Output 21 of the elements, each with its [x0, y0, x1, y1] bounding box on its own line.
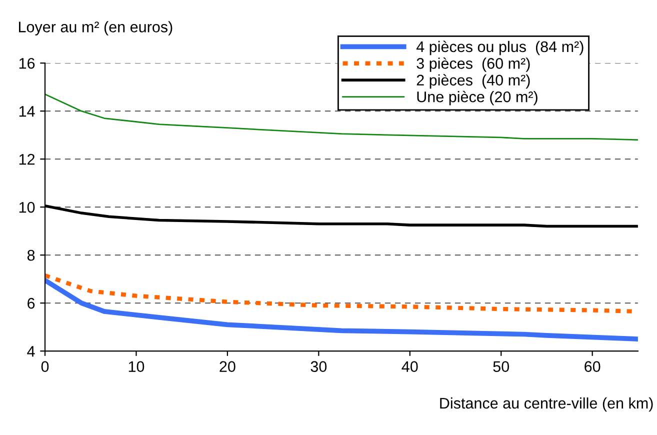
y-tick-label: 16	[19, 58, 35, 69]
y-tick-label: 10	[19, 202, 35, 213]
y-axis-title: Loyer au m² (en euros)	[18, 21, 172, 36]
y-tick-label: 8	[27, 250, 35, 261]
x-tick-label: 40	[402, 361, 418, 372]
x-tick-label: 30	[310, 361, 327, 372]
y-tick-label: 14	[19, 106, 35, 117]
x-tick-label: 60	[584, 361, 600, 372]
y-tick-label: 4	[27, 346, 35, 357]
y-tick-label: 6	[28, 298, 35, 309]
legend-label: 4 pièces ou plus (84 m²)	[416, 40, 584, 56]
y-tick-label: 12	[19, 154, 35, 165]
x-tick-label: 0	[41, 361, 49, 372]
x-tick-label: 50	[493, 361, 510, 372]
x-axis-title: Distance au centre-ville (en km)	[440, 397, 653, 412]
line-series	[45, 278, 638, 342]
x-tick-label: 10	[128, 361, 144, 372]
legend-label: 2 pièces (40 m²)	[416, 74, 530, 89]
legend-label: 3 pièces (60 m²)	[416, 57, 530, 72]
legend-label: Une pièce (20 m²)	[417, 90, 538, 106]
x-tick-label: 20	[220, 361, 236, 372]
